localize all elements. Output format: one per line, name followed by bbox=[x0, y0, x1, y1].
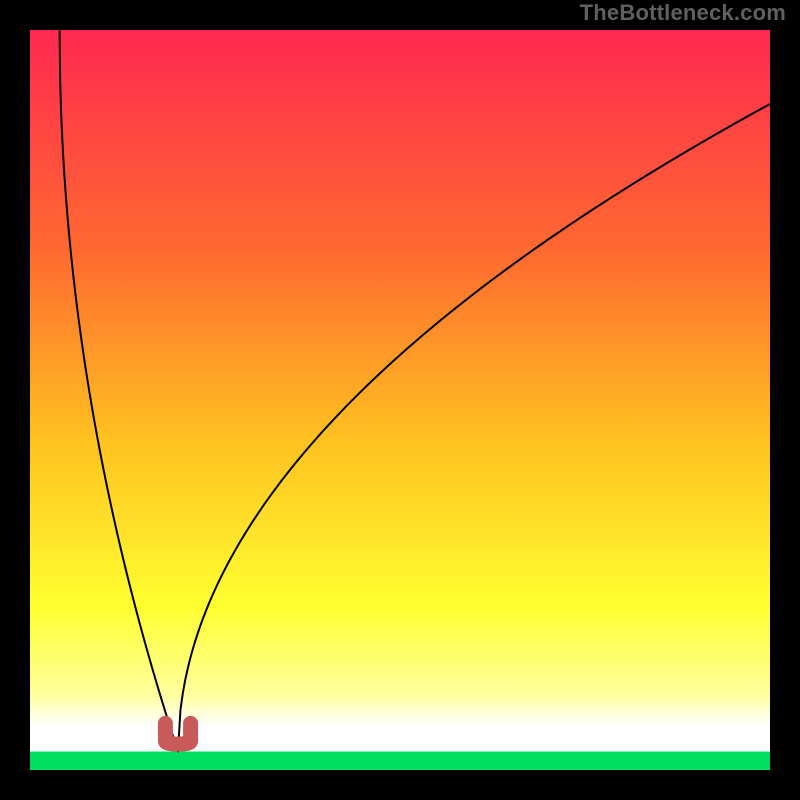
green-strip bbox=[30, 752, 770, 771]
chart-container: TheBottleneck.com bbox=[0, 0, 800, 800]
gradient-background bbox=[30, 30, 770, 770]
bottleneck-chart bbox=[0, 0, 800, 800]
